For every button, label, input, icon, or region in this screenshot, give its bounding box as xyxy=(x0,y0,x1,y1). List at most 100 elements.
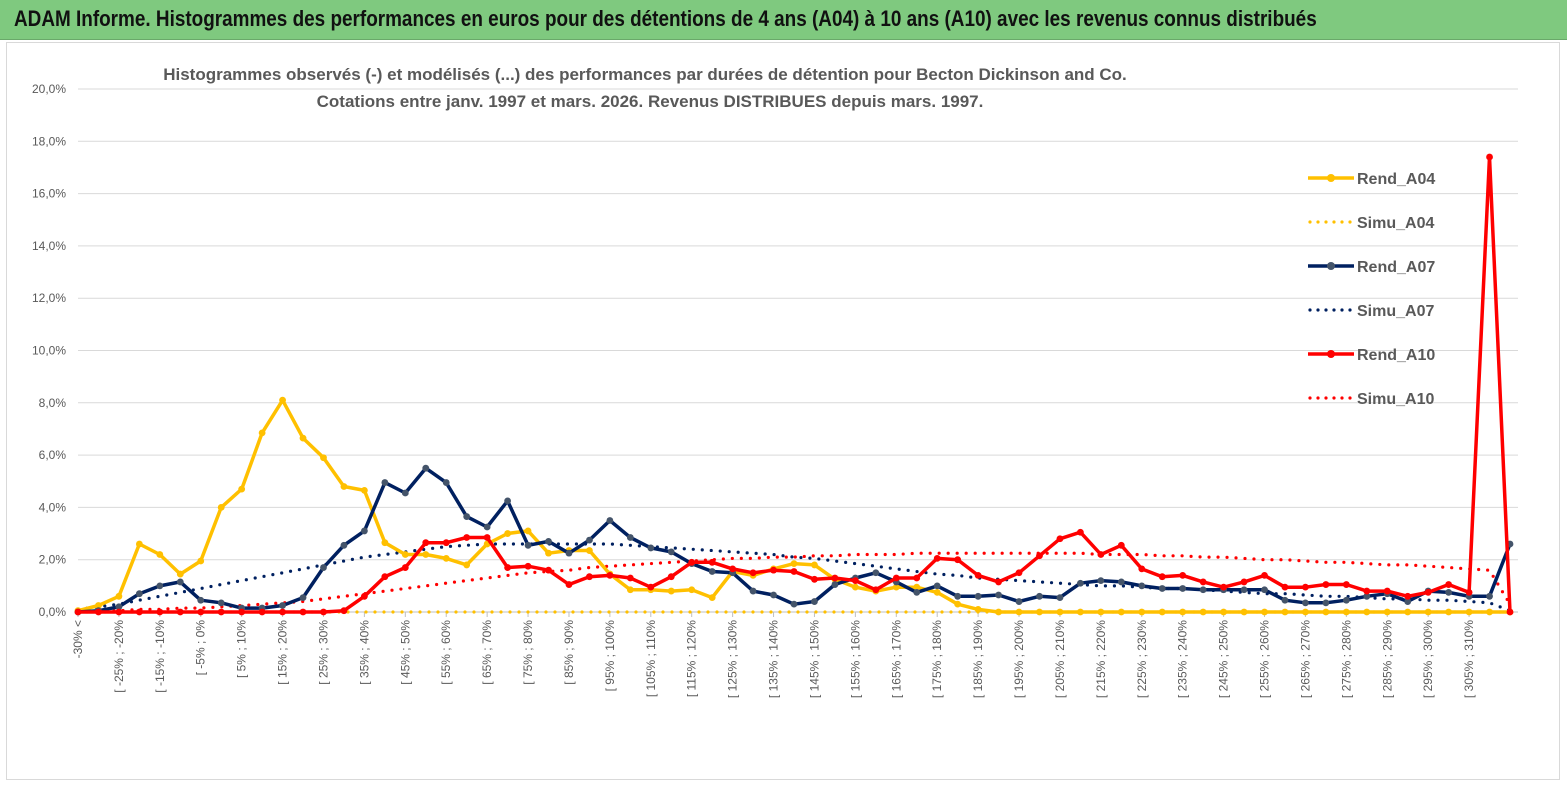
legend-item: Simu_A07 xyxy=(1308,303,1434,320)
data-point xyxy=(156,551,164,558)
x-tick-label: [ 55% ; 60% xyxy=(439,620,453,685)
data-point xyxy=(463,513,471,520)
data-point xyxy=(647,583,655,591)
data-point xyxy=(381,539,389,547)
data-point xyxy=(176,578,184,586)
data-point xyxy=(586,573,593,581)
x-tick-label: [ 145% ; 150% xyxy=(807,620,821,698)
data-point xyxy=(217,504,225,511)
data-point xyxy=(1097,577,1105,585)
data-point xyxy=(1240,578,1248,586)
series-line xyxy=(77,466,1512,614)
data-point xyxy=(913,583,921,591)
x-tick-label: [ 125% ; 130% xyxy=(726,620,740,698)
data-point xyxy=(1506,608,1514,616)
x-tick-label: [ 295% ; 300% xyxy=(1421,620,1435,698)
data-point xyxy=(197,596,205,604)
x-tick-label: [ 35% ; 40% xyxy=(357,620,371,685)
data-point xyxy=(1138,582,1146,590)
report-banner: ADAM Informe. Histogrammes des performan… xyxy=(0,0,1567,40)
data-point xyxy=(647,544,655,552)
data-point xyxy=(688,558,696,566)
data-point xyxy=(790,600,798,608)
data-point xyxy=(74,608,82,616)
data-point xyxy=(565,549,573,557)
data-point xyxy=(197,608,205,616)
series-Rend_A07 xyxy=(74,464,1514,616)
data-point xyxy=(892,583,900,591)
data-point xyxy=(1015,598,1023,605)
data-point xyxy=(361,527,368,535)
data-point xyxy=(1281,583,1289,591)
data-point xyxy=(1424,608,1432,616)
data-point xyxy=(995,591,1002,599)
data-point xyxy=(156,608,164,616)
data-point xyxy=(1097,608,1105,616)
data-point xyxy=(1056,594,1064,602)
data-point xyxy=(217,608,225,616)
data-point xyxy=(872,569,880,577)
data-point xyxy=(524,541,532,549)
gridlines xyxy=(78,88,1518,613)
data-point xyxy=(1158,573,1166,581)
data-point xyxy=(708,558,716,566)
data-point xyxy=(1302,583,1309,591)
data-point xyxy=(667,587,675,595)
data-point xyxy=(422,551,430,558)
data-point xyxy=(299,594,307,602)
x-tick-label: [ 5% ; 10% xyxy=(235,620,249,678)
x-tick-label: [ 285% ; 290% xyxy=(1380,620,1394,698)
data-point xyxy=(995,608,1002,616)
x-tick-label: [ 215% ; 220% xyxy=(1094,620,1108,698)
data-point xyxy=(115,608,123,616)
data-point xyxy=(1056,608,1064,616)
data-point xyxy=(135,540,143,548)
legend-marker xyxy=(1327,262,1335,270)
data-point xyxy=(1342,608,1350,616)
data-point xyxy=(422,539,430,547)
y-tick-label: 14,0% xyxy=(32,239,66,253)
y-tick-label: 16,0% xyxy=(32,187,66,201)
legend-label: Rend_A10 xyxy=(1357,347,1435,364)
data-point xyxy=(1036,552,1043,560)
x-tick-label: -30% < xyxy=(71,620,85,658)
data-point xyxy=(463,561,471,569)
data-point xyxy=(749,587,757,595)
data-point xyxy=(95,602,102,609)
data-point xyxy=(811,598,818,605)
data-point xyxy=(749,569,757,577)
legend-item: Simu_A10 xyxy=(1308,391,1434,408)
data-point xyxy=(361,487,368,494)
data-point xyxy=(524,527,532,535)
x-tick-label: [ 25% ; 30% xyxy=(316,620,330,685)
data-point xyxy=(1383,587,1391,595)
x-tick-label: [ 185% ; 190% xyxy=(971,620,985,698)
data-point xyxy=(1117,578,1125,586)
data-point xyxy=(1404,598,1412,605)
series-Rend_A04 xyxy=(74,396,1514,616)
data-point xyxy=(1322,599,1330,607)
y-tick-label: 20,0% xyxy=(32,82,66,96)
data-point xyxy=(1363,592,1371,600)
x-tick-label: [ 75% ; 80% xyxy=(521,620,535,685)
data-point xyxy=(1261,571,1268,579)
data-point xyxy=(1158,585,1166,592)
legend-label: Simu_A10 xyxy=(1357,391,1434,408)
data-point xyxy=(729,565,737,573)
data-point xyxy=(1036,592,1043,600)
data-point xyxy=(279,608,286,616)
data-point xyxy=(565,581,573,588)
x-tick-label: [ 305% ; 310% xyxy=(1462,620,1476,698)
x-tick-label: [ 275% ; 280% xyxy=(1339,620,1353,698)
data-point xyxy=(1199,608,1207,616)
data-point xyxy=(1015,569,1023,577)
data-point xyxy=(422,464,430,472)
x-tick-label: [ 45% ; 50% xyxy=(398,620,412,685)
legend-label: Simu_A04 xyxy=(1357,215,1434,232)
data-point xyxy=(1261,608,1268,616)
x-tick-label: [ 65% ; 70% xyxy=(480,620,494,685)
data-point xyxy=(688,586,696,594)
data-point xyxy=(1486,592,1493,600)
data-point xyxy=(1261,586,1268,594)
